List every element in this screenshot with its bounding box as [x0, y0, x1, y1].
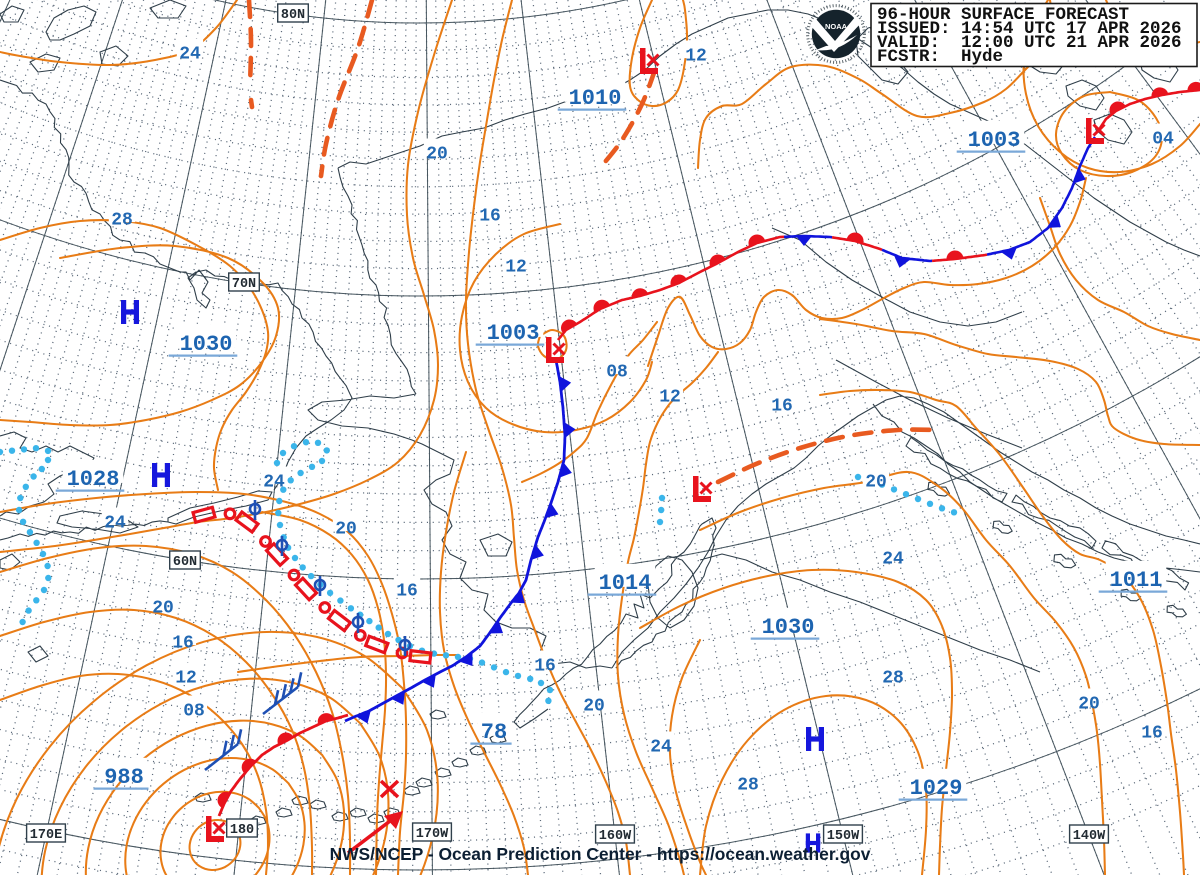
svg-text:08: 08 — [183, 702, 205, 722]
svg-text:12: 12 — [659, 388, 681, 408]
svg-text:20: 20 — [426, 145, 448, 165]
svg-text:70N: 70N — [232, 277, 256, 292]
svg-text:1030: 1030 — [180, 332, 233, 357]
svg-text:988: 988 — [104, 765, 144, 790]
svg-text:12: 12 — [685, 47, 707, 67]
svg-text:08: 08 — [606, 363, 628, 383]
svg-text:80N: 80N — [281, 8, 305, 23]
svg-text:04: 04 — [1152, 130, 1174, 150]
svg-text:1030: 1030 — [762, 615, 815, 640]
svg-text:170W: 170W — [416, 827, 449, 842]
svg-text:170E: 170E — [30, 828, 62, 843]
svg-text:1010: 1010 — [569, 86, 622, 111]
svg-text:NWS/NCEP - Ocean Prediction Ce: NWS/NCEP - Ocean Prediction Center - htt… — [330, 844, 871, 864]
svg-text:28: 28 — [882, 669, 904, 689]
svg-text:20: 20 — [583, 697, 605, 717]
svg-text:20: 20 — [335, 520, 357, 540]
svg-text:12: 12 — [505, 258, 527, 278]
svg-text:ISSUED: 14:54 UTC 17 APR 2026: ISSUED: 14:54 UTC 17 APR 2026 — [877, 19, 1182, 39]
svg-text:28: 28 — [111, 211, 133, 231]
svg-text:1028: 1028 — [67, 467, 120, 492]
svg-text:78: 78 — [481, 720, 507, 745]
svg-text:16: 16 — [396, 582, 418, 602]
svg-text:NOAA: NOAA — [825, 22, 848, 31]
svg-text:24: 24 — [650, 738, 672, 758]
svg-text:16: 16 — [771, 397, 793, 417]
svg-text:20: 20 — [1078, 695, 1100, 715]
svg-text:16: 16 — [534, 657, 556, 677]
svg-text:16: 16 — [479, 207, 501, 227]
svg-text:140W: 140W — [1073, 829, 1106, 844]
svg-text:16: 16 — [1141, 724, 1163, 744]
svg-text:160W: 160W — [599, 829, 632, 844]
svg-text:20: 20 — [865, 473, 887, 493]
svg-text:1011: 1011 — [1110, 568, 1163, 593]
svg-text:VALID: 12:00 UTC 21 APR 2026: VALID: 12:00 UTC 21 APR 2026 — [877, 33, 1182, 53]
svg-text:1003: 1003 — [487, 321, 540, 346]
svg-text:150W: 150W — [827, 829, 860, 844]
svg-text:12: 12 — [175, 669, 197, 689]
svg-text:16: 16 — [172, 634, 194, 654]
svg-text:24: 24 — [104, 514, 126, 534]
svg-text:60N: 60N — [173, 555, 197, 570]
svg-text:1003: 1003 — [968, 128, 1021, 153]
svg-text:FCSTR: Hyde: FCSTR: Hyde — [877, 47, 1003, 67]
svg-text:1029: 1029 — [910, 776, 963, 801]
svg-text:1014: 1014 — [599, 571, 652, 596]
svg-text:24: 24 — [882, 550, 904, 570]
svg-text:24: 24 — [263, 473, 285, 493]
svg-text:24: 24 — [179, 45, 201, 65]
svg-text:96-HOUR SURFACE FORECAST: 96-HOUR SURFACE FORECAST — [877, 5, 1129, 25]
svg-text:28: 28 — [737, 776, 759, 796]
svg-text:180: 180 — [230, 823, 254, 838]
svg-text:20: 20 — [152, 599, 174, 619]
